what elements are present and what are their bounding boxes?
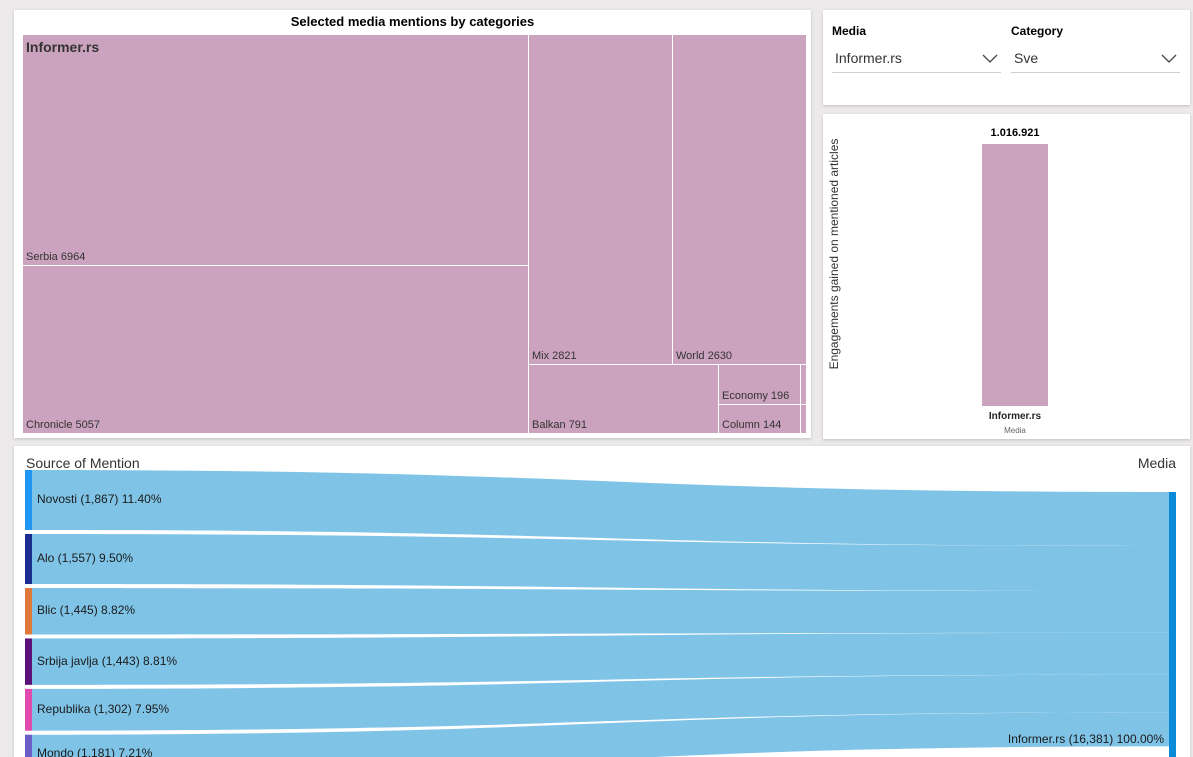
sankey-source-label: Srbija javlja (1,443) 8.81%	[37, 653, 178, 668]
sankey-source-label: Blic (1,445) 8.82%	[37, 603, 136, 618]
sankey-target-label: Informer.rs (16,381) 100.00%	[1007, 732, 1164, 746]
tile-label: Chronicle 5057	[26, 419, 100, 431]
treemap-visual: Selected media mentions by categories Se…	[14, 10, 811, 438]
treemap-tile-balkan[interactable]: Balkan 791	[528, 364, 719, 434]
bar-data-label: 1.016.921	[991, 127, 1040, 139]
chevron-down-icon	[982, 54, 998, 63]
sankey-source-label: Novosti (1,867) 11.40%	[37, 492, 162, 506]
category-slicer: Category Sve	[1011, 24, 1180, 73]
tile-label: Mix 2821	[532, 350, 577, 362]
sankey-left-header: Source of Mention	[26, 455, 140, 471]
sankey-right-header: Media	[1137, 455, 1176, 471]
tile-label: Balkan 791	[532, 419, 588, 431]
sankey-source-label: Mondo (1,181) 7.21%	[37, 745, 153, 757]
treemap-tile-world[interactable]: World 2630	[672, 34, 807, 365]
sankey-source-node[interactable]	[25, 688, 32, 731]
sankey-flow[interactable]	[32, 712, 1169, 757]
bar-category-label: Informer.rs	[989, 411, 1042, 422]
treemap-tile-mix[interactable]: Mix 2821	[528, 34, 673, 365]
treemap-tile-small-1[interactable]	[800, 364, 807, 405]
sankey-visual: Source of Mention Media Novosti (1,867) …	[14, 446, 1190, 757]
media-dropdown-value: Informer.rs	[835, 50, 902, 66]
treemap-tile-column[interactable]: Column 144	[718, 404, 801, 434]
category-slicer-title: Category	[1011, 24, 1064, 38]
sankey-flow[interactable]	[32, 534, 1169, 592]
treemap-tile-chronicle[interactable]: Chronicle 5057	[22, 265, 529, 434]
bar-informer-rs[interactable]	[982, 144, 1048, 406]
sankey-flow[interactable]	[32, 588, 1169, 635]
bar-x-axis-title: Media	[1004, 426, 1026, 435]
treemap-tile-economy[interactable]: Economy 196	[718, 364, 801, 405]
sankey-flow[interactable]	[32, 470, 1169, 546]
category-dropdown[interactable]: Sve	[1011, 46, 1180, 73]
sankey-source-label: Alo (1,557) 9.50%	[37, 551, 134, 566]
treemap-title: Selected media mentions by categories	[290, 14, 535, 29]
engagement-bar-chart: Engagements gained on mentioned articles…	[823, 114, 1190, 439]
sankey-target-node[interactable]	[1169, 492, 1176, 757]
sankey-source-label: Republika (1,302) 7.95%	[37, 701, 170, 716]
slicer-panel: Media Informer.rs Category Sve	[823, 10, 1190, 105]
media-dropdown[interactable]: Informer.rs	[832, 46, 1001, 73]
tile-label: Column 144	[722, 419, 782, 431]
category-dropdown-value: Sve	[1014, 50, 1039, 66]
tile-label: Economy 196	[722, 390, 790, 402]
media-slicer-title: Media	[832, 24, 867, 38]
sankey-source-node[interactable]	[25, 638, 32, 685]
treemap-tile-serbia[interactable]: Serbia 6964	[22, 34, 529, 266]
treemap-area: Serbia 6964 Chronicle 5057 Mix 2821 Worl…	[22, 34, 807, 434]
sankey-flow[interactable]	[32, 632, 1169, 685]
tile-label: World 2630	[676, 350, 733, 362]
sankey-source-node[interactable]	[25, 534, 32, 585]
sankey-source-node[interactable]	[25, 588, 32, 635]
tile-label: Serbia 6964	[26, 251, 86, 263]
treemap-tile-small-2[interactable]	[800, 404, 807, 434]
sankey-flow[interactable]	[32, 674, 1169, 731]
sankey-svg	[25, 470, 1176, 757]
media-slicer: Media Informer.rs	[832, 24, 1001, 73]
sankey-source-node[interactable]	[25, 470, 32, 530]
sankey-source-node[interactable]	[25, 734, 32, 757]
chevron-down-icon	[1161, 54, 1177, 63]
bar-chart-svg: 1.016.921 Informer.rs Media	[982, 127, 1048, 435]
